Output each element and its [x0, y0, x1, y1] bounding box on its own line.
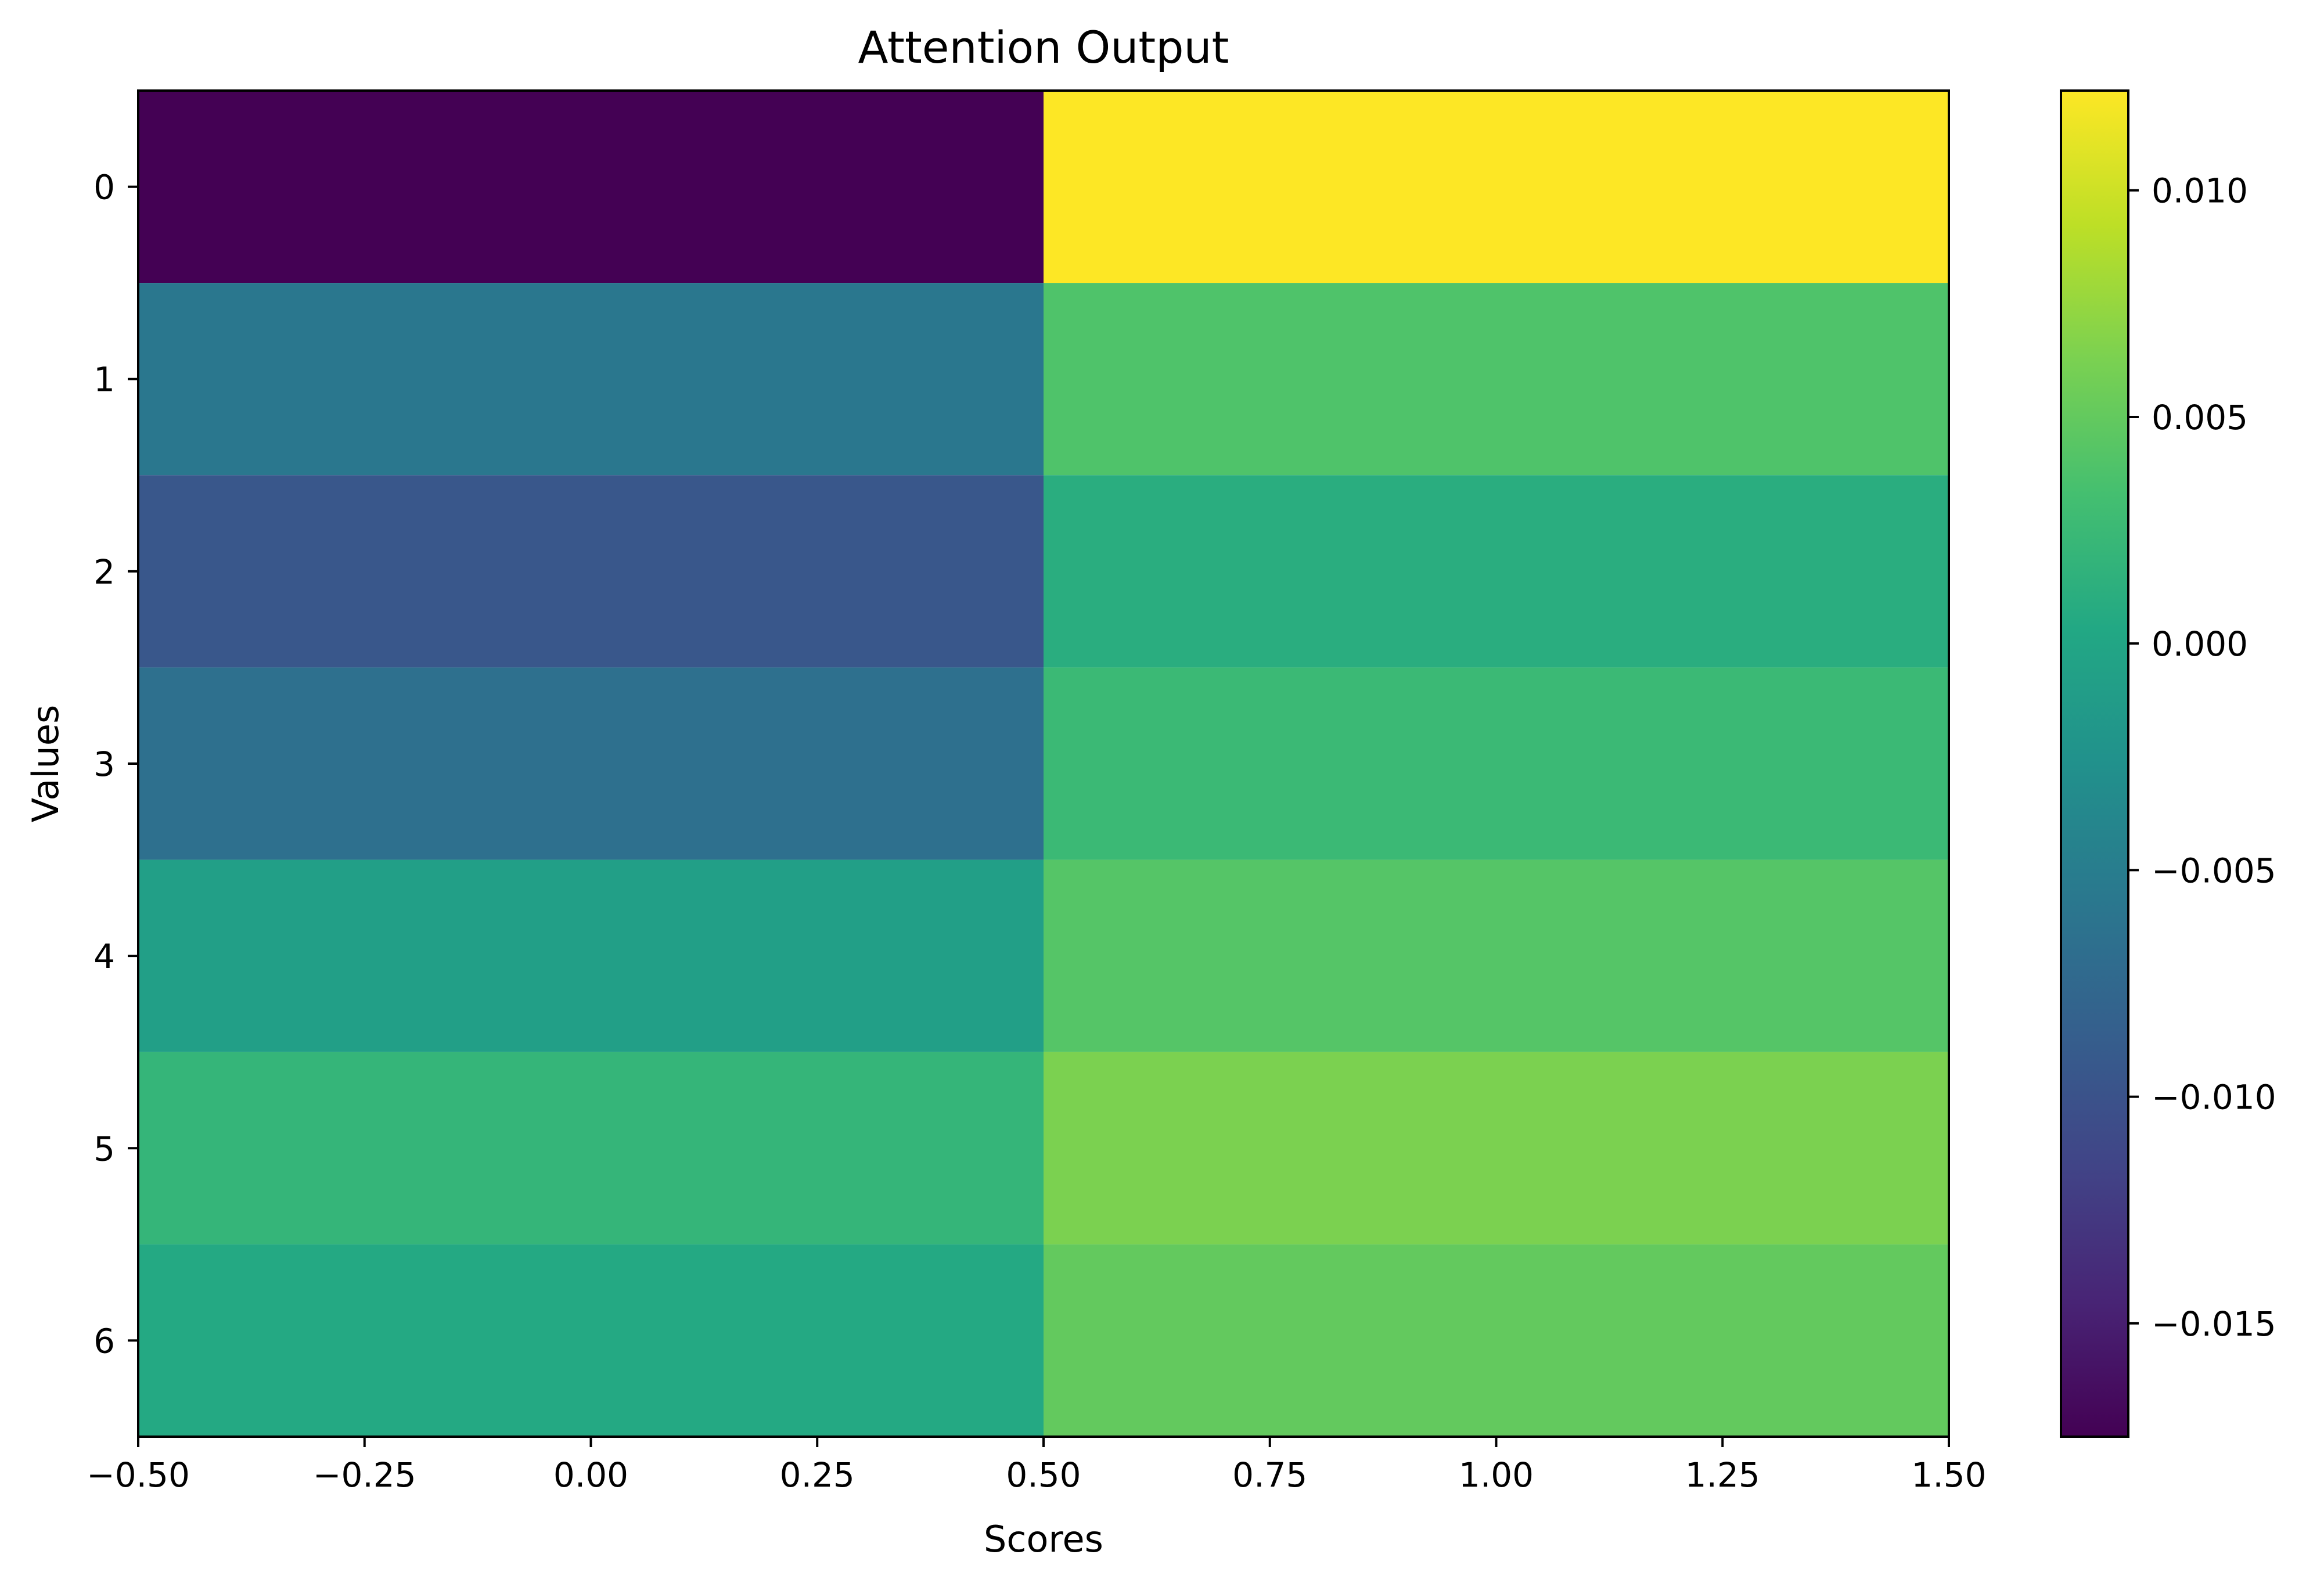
x-tick-label: −0.50	[87, 1455, 190, 1495]
x-axis-label: Scores	[984, 1518, 1103, 1560]
y-axis-label: Values	[24, 705, 67, 823]
x-tick-label: −0.25	[313, 1455, 416, 1495]
x-tick-label: 1.00	[1459, 1455, 1534, 1495]
heatmap-cell-r5-c1	[1044, 1052, 1949, 1244]
colorbar-tick-label: 0.000	[2152, 624, 2248, 664]
x-tick-label: 0.25	[780, 1455, 855, 1495]
colorbar-tick-label: 0.005	[2152, 398, 2248, 437]
heatmap-cell-r4-c1	[1044, 859, 1949, 1052]
y-tick-label: 6	[93, 1321, 115, 1361]
y-tick-label: 2	[93, 552, 115, 592]
y-tick-label: 3	[93, 744, 115, 784]
heatmap-cell-r3-c1	[1044, 667, 1949, 860]
y-axis-ticks: 0 1 2 3 4 5 6	[93, 168, 138, 1361]
x-tick-label: 1.25	[1685, 1455, 1760, 1495]
x-tick-label: 1.50	[1911, 1455, 1986, 1495]
y-tick-label: 4	[93, 937, 115, 976]
heatmap-cell-r1-c0	[138, 283, 1044, 476]
heatmap-cell-r0-c1	[1044, 91, 1949, 283]
heatmap-cell-r2-c0	[138, 475, 1044, 668]
colorbar-tick-label: 0.010	[2152, 171, 2248, 211]
heatmap-cell-r2-c1	[1044, 475, 1949, 668]
colorbar-tick-label: −0.005	[2152, 851, 2276, 890]
heatmap-cell-r6-c1	[1044, 1244, 1949, 1437]
x-axis-ticks: −0.50 −0.25 0.00 0.25 0.50 0.75 1.00 1.25 1.50	[87, 1437, 1987, 1495]
x-tick-label: 0.00	[553, 1455, 628, 1495]
heatmap-cell-r6-c0	[138, 1244, 1044, 1437]
x-tick-label: 0.75	[1232, 1455, 1307, 1495]
y-tick-label: 1	[93, 360, 115, 400]
colorbar-tick-label: −0.015	[2152, 1304, 2276, 1344]
heatmap-cell-r3-c0	[138, 667, 1044, 860]
y-tick-label: 0	[93, 168, 115, 207]
x-tick-label: 0.50	[1006, 1455, 1081, 1495]
heatmap-cell-r5-c0	[138, 1052, 1044, 1244]
heatmap-cell-r1-c1	[1044, 283, 1949, 476]
heatmap-cell-r4-c0	[138, 859, 1044, 1052]
colorbar	[2060, 89, 2129, 1438]
heatmap-cell-r0-c0	[138, 91, 1044, 283]
chart-title: Attention Output	[858, 21, 1229, 73]
heatmap-cells	[138, 91, 1949, 1437]
colorbar-ticks: −0.015 −0.010 −0.005 0.000 0.005 0.010	[2128, 171, 2276, 1344]
y-tick-label: 5	[93, 1129, 115, 1168]
colorbar-tick-label: −0.010	[2152, 1078, 2276, 1117]
